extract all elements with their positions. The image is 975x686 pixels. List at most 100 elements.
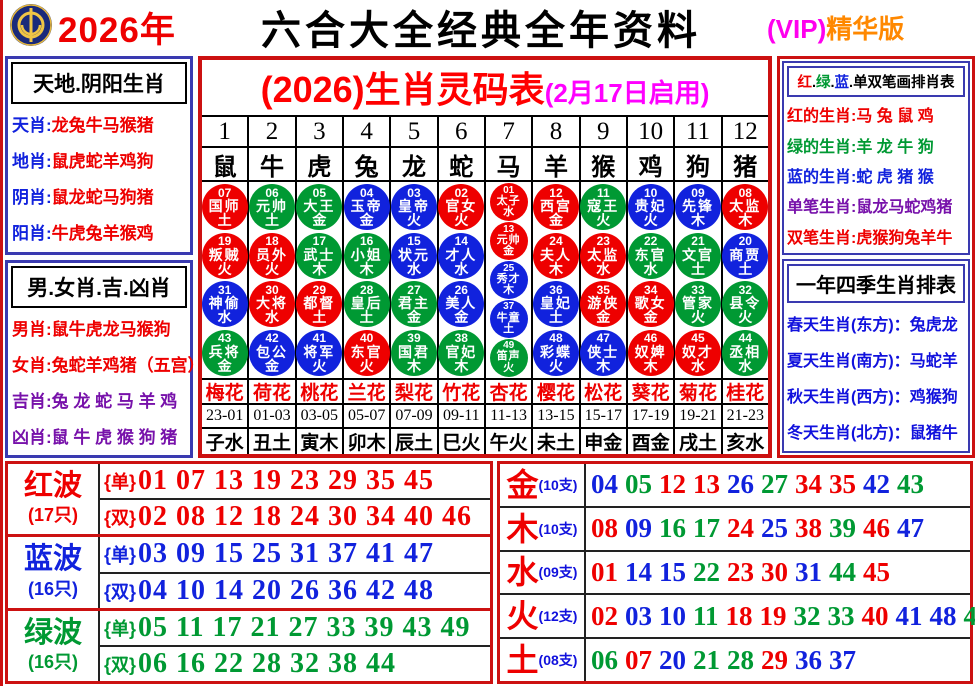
zodiac-column: 11 狗 09 先锋木 21 文官土 33 管家火 45 奴才水菊花 19-21 戌土 xyxy=(674,117,723,454)
ball-role: 兵将 xyxy=(208,343,241,360)
code-ball: 09 先锋木 xyxy=(674,184,721,231)
element-numbers: 04 05 12 13 26 27 34 35 42 43 xyxy=(586,469,931,500)
element-row: 火(12支)020310111819323340414849 xyxy=(500,595,975,640)
year-label: 2026年 xyxy=(58,10,176,50)
ball-number: 15 xyxy=(407,234,421,249)
zodiac-name: 虎 xyxy=(296,148,342,182)
column-number: 9 xyxy=(580,117,626,148)
code-ball: 05 大王金 xyxy=(296,184,343,231)
ball-role: 玉帝 xyxy=(350,198,383,215)
element-count: (08支) xyxy=(538,652,578,669)
ball-role: 侠士 xyxy=(587,343,620,360)
column-number: 5 xyxy=(391,117,437,148)
code-ball: 08 太监木 xyxy=(722,184,769,231)
element-count: (10支) xyxy=(538,476,578,493)
wave-label: 红波 (17只) xyxy=(8,464,100,535)
element-row: 水 (09支) 01 14 15 22 23 30 31 44 45 xyxy=(500,551,970,596)
ball-stack: 10 贵妃火 22 东官水 34 歌女金 46 奴婢木 xyxy=(627,182,674,380)
ball-role: 太子 xyxy=(496,195,521,208)
element-number: 38 xyxy=(795,513,822,544)
element-number: 05 xyxy=(625,469,652,500)
color-stroke-item: 绿的生肖:羊 龙 牛 狗 xyxy=(787,133,965,157)
ball-element: 木 xyxy=(548,260,563,277)
earthly-branch: 戌土 xyxy=(678,433,717,454)
ball-role: 奴才 xyxy=(681,343,714,360)
code-ball: 37 牛童土 xyxy=(489,299,528,338)
wave-even-row: {双} 02 08 12 18 24 30 34 40 46 xyxy=(100,500,490,534)
zodiac-column: 7 马 01 太子水 13 元帅金 25 秀才木 37 牛童土 49 笛声火杏花 11-13 午火 xyxy=(485,117,534,454)
ball-stack: 04 玉帝金 16 小姐木 28 皇后土 40 东官火 xyxy=(343,182,390,380)
wave-rows: {单} 05 11 17 21 27 33 39 43 49 {双} 06 16 22… xyxy=(100,611,490,681)
ball-role: 武士 xyxy=(303,246,336,263)
ball-role: 官女 xyxy=(445,198,478,215)
sidebar-item-label: 地肖: xyxy=(12,152,52,172)
ball-element: 木 xyxy=(690,212,705,229)
wave-even-row: {双} 04 10 14 20 26 36 42 48 xyxy=(100,574,490,608)
ball-role: 笛声 xyxy=(496,350,521,363)
element-number: 44 xyxy=(829,556,856,587)
code-ball: 03 皇帝火 xyxy=(390,184,437,231)
ball-number: 05 xyxy=(312,185,326,200)
ball-role: 东官 xyxy=(634,246,667,263)
ball-number: 49 xyxy=(503,340,515,352)
code-ball: 46 奴婢木 xyxy=(627,329,674,376)
item-value: 虎猴狗兔羊牛 xyxy=(856,229,953,247)
ball-element: 木 xyxy=(312,260,327,277)
flower-name: 竹花 xyxy=(438,380,484,405)
four-seasons-section: 一年四季生肖排表 春天生肖(东方)：兔虎龙 夏天生肖(南方)：马蛇羊 秋天生肖(西方)… xyxy=(782,259,971,453)
hour-range: 09-11 xyxy=(438,405,484,429)
ball-element: 土 xyxy=(503,322,515,335)
code-ball: 47 侠士木 xyxy=(580,329,627,376)
hour-range: 03-05 xyxy=(296,405,342,429)
season-value: 鸡猴狗 xyxy=(909,389,958,406)
hour-range: 11-13 xyxy=(485,405,532,429)
title-segment: . xyxy=(830,75,835,91)
ball-number: 47 xyxy=(596,331,610,346)
ball-role: 奴婢 xyxy=(634,343,667,360)
sidebar-item-value: 鼠龙蛇马狗猪 xyxy=(51,188,154,208)
ball-role: 小姐 xyxy=(350,246,383,263)
season-value: 兔虎龙 xyxy=(909,317,958,334)
ball-number: 32 xyxy=(738,282,752,297)
ball-element: 水 xyxy=(503,206,515,219)
element-number: 49 xyxy=(964,601,975,631)
earthly-branch: 申金 xyxy=(584,433,623,454)
element-name: 火 xyxy=(506,598,539,635)
code-ball: 12 西宫金 xyxy=(532,184,579,231)
code-ball: 36 皇妃土 xyxy=(532,281,579,328)
element-number: 15 xyxy=(659,556,686,587)
sidebar-item: 男肖:鼠牛虎龙马猴狗 xyxy=(12,315,186,340)
ball-role: 夫人 xyxy=(539,246,572,263)
ball-stack: 05 大王金 17 武士木 29 都督土 41 将军火 xyxy=(296,182,343,380)
ball-number: 09 xyxy=(691,185,705,200)
element-number: 43 xyxy=(897,469,924,500)
element-number: 22 xyxy=(693,556,720,587)
sidebar-item: 吉肖:兔 龙 蛇 马 羊 鸡 xyxy=(12,387,186,412)
element-name: 水 xyxy=(506,554,539,591)
season-value: 马蛇羊 xyxy=(909,353,958,370)
element-name: 金 xyxy=(506,466,539,503)
code-ball: 38 官妃木 xyxy=(438,329,485,376)
wave-group: 绿波 (16只) {单} 05 11 17 21 27 33 39 43 49 {双} 0… xyxy=(8,610,490,681)
ball-stack: 01 太子水 13 元帅金 25 秀才木 37 牛童土 49 笛声火 xyxy=(485,182,532,380)
ball-number: 17 xyxy=(312,234,326,249)
element-name: 土 xyxy=(506,642,539,679)
ball-element: 火 xyxy=(503,361,515,374)
code-ball: 40 东官火 xyxy=(343,329,390,376)
zodiac-name: 鸡 xyxy=(627,148,674,182)
code-ball: 02 官女火 xyxy=(438,184,485,231)
wave-odd-row: {单} 05 11 17 21 27 33 39 43 49 xyxy=(100,611,490,647)
ball-role: 秀才 xyxy=(496,272,521,285)
ball-role: 牛童 xyxy=(496,311,521,324)
ball-role: 彩蝶 xyxy=(539,343,572,360)
title-segment: . xyxy=(849,75,854,91)
hour-range: 17-19 xyxy=(627,405,674,429)
ball-element: 木 xyxy=(643,357,658,374)
ball-stack: 03 皇帝火 15 状元水 27 君主金 39 国君木 xyxy=(390,182,437,380)
item-value: 鼠龙马蛇鸡猪 xyxy=(856,199,953,217)
hour-range: 21-23 xyxy=(722,405,768,429)
zodiac-name: 蛇 xyxy=(438,148,484,182)
season-item: 春天生肖(东方)：兔虎龙 xyxy=(787,311,965,335)
ball-element: 金 xyxy=(548,212,563,229)
